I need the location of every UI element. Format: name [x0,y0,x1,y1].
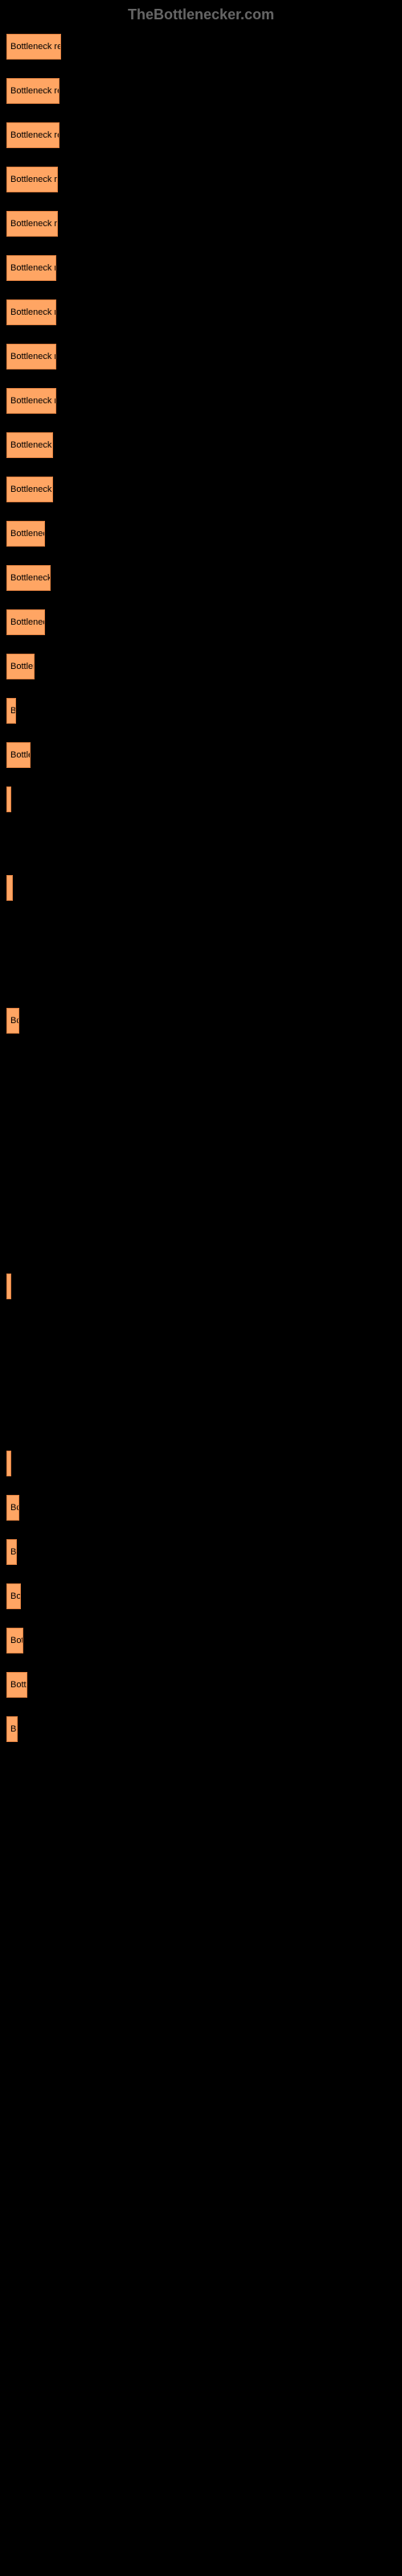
chart-spacer [6,1220,392,1264]
chart-row: Bottleneck r [6,555,392,600]
chart-row: Bottleneck [6,600,392,644]
chart-spacer [6,1308,392,1352]
chart-row: Bottleneck res [6,157,392,201]
chart-row: B [6,1707,392,1751]
chart-spacer [6,1352,392,1397]
chart-row: Bc [6,1485,392,1530]
chart-row [6,1441,392,1485]
chart-row: Bc [6,998,392,1042]
chart-bar: Bottleneck re [6,477,53,502]
chart-bar [6,1451,11,1476]
chart-spacer [6,1042,392,1087]
chart-bar: Bottleneck res [6,299,56,325]
chart-row: B [6,1530,392,1574]
chart-row: Bottleneck res [6,201,392,246]
chart-bar: Bottle [6,742,31,768]
chart-row [6,865,392,910]
chart-bar: Bottleneck [6,609,45,635]
chart-row: Bottleneck resu [6,113,392,157]
chart-spacer [6,1397,392,1441]
chart-bar [6,875,13,901]
chart-spacer [6,1131,392,1175]
chart-bar: Bottl [6,1672,27,1698]
chart-row: Bo [6,1574,392,1618]
chart-row [6,777,392,821]
chart-spacer [6,910,392,954]
chart-bar: B [6,698,16,724]
chart-bar: B [6,1716,18,1742]
bottleneck-chart: Bottleneck resu Bottleneck resu Bottleneck… [6,24,392,1751]
chart-bar: Bottleneck [6,521,45,547]
chart-row: B [6,688,392,733]
chart-bar: Bottler [6,654,35,679]
chart-spacer [6,954,392,998]
chart-row: Bottleneck res [6,378,392,423]
chart-row: Bottl [6,1662,392,1707]
chart-spacer [6,1087,392,1131]
chart-bar: Bot [6,1628,23,1653]
chart-bar: Bottleneck res [6,388,56,414]
chart-bar [6,1274,11,1299]
chart-row: Bottleneck [6,511,392,555]
chart-bar: Bottleneck re [6,432,53,458]
chart-bar [6,786,11,812]
chart-row [6,1264,392,1308]
chart-row: Bottleneck res [6,246,392,290]
chart-row: Bottleneck res [6,290,392,334]
chart-row: Bottler [6,644,392,688]
chart-bar: Bottleneck res [6,344,56,369]
chart-bar: Bottleneck res [6,211,58,237]
chart-bar: Bottleneck r [6,565,51,591]
watermark-text: TheBottlenecker.com [128,6,274,23]
chart-row: Bottleneck resu [6,24,392,68]
chart-row: Bottleneck res [6,334,392,378]
chart-bar: Bottleneck resu [6,122,59,148]
chart-bar: Bottleneck resu [6,34,61,60]
chart-bar: Bc [6,1495,19,1521]
chart-spacer [6,1175,392,1220]
chart-row: Bottleneck re [6,423,392,467]
chart-row: Bottleneck re [6,467,392,511]
chart-row: Bot [6,1618,392,1662]
chart-bar: Bottleneck resu [6,78,59,104]
chart-bar: Bottleneck res [6,167,58,192]
chart-row: Bottleneck resu [6,68,392,113]
chart-bar: Bo [6,1583,21,1609]
chart-bar: Bc [6,1008,19,1034]
chart-spacer [6,821,392,865]
chart-row: Bottle [6,733,392,777]
chart-bar: Bottleneck res [6,255,56,281]
chart-bar: B [6,1539,17,1565]
